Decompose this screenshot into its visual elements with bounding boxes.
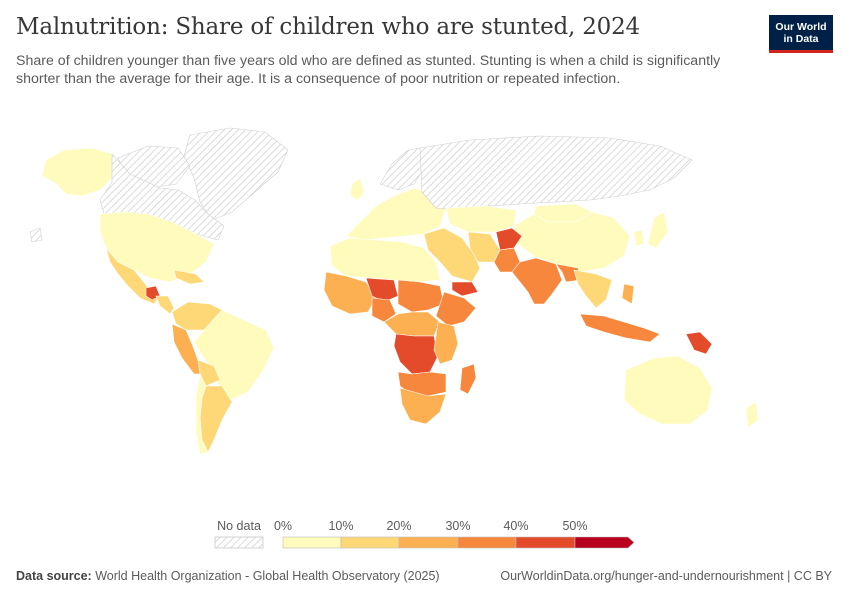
region-chile[interactable]: [195, 373, 209, 455]
region-indonesia[interactable]: [579, 313, 661, 343]
region-middle-east[interactable]: [423, 227, 481, 283]
region-india[interactable]: [511, 257, 563, 305]
data-source-label: Data source:: [16, 569, 92, 583]
region-caribbean[interactable]: [173, 269, 205, 285]
region-niger[interactable]: [365, 277, 399, 303]
region-east-africa[interactable]: [433, 321, 459, 365]
owid-logo[interactable]: Our World in Data: [769, 15, 833, 53]
region-new-zealand[interactable]: [745, 401, 759, 429]
region-japan[interactable]: [647, 211, 669, 249]
region-canada[interactable]: [99, 153, 225, 241]
region-sudan-chad[interactable]: [397, 279, 445, 313]
data-source-text[interactable]: World Health Organization - Global Healt…: [95, 569, 440, 583]
legend-bin-10-20[interactable]: [340, 536, 400, 549]
legend-tick-5: 50%: [562, 519, 587, 533]
logo-line-1: Our World: [775, 21, 827, 33]
region-west-africa[interactable]: [323, 271, 377, 315]
chart-subtitle: Share of children younger than five year…: [16, 53, 721, 87]
legend-bin-50-plus[interactable]: [574, 536, 635, 549]
region-alaska[interactable]: [41, 147, 115, 197]
data-source: Data source: World Health Organization -…: [16, 569, 440, 583]
region-kazakhstan[interactable]: [445, 205, 517, 233]
legend-bin-0-10[interactable]: [282, 536, 342, 549]
region-antarctic-islands[interactable]: [29, 227, 43, 243]
region-philippines[interactable]: [621, 283, 635, 305]
legend-tick-3: 30%: [445, 519, 470, 533]
region-uk[interactable]: [349, 177, 365, 201]
region-papua-new-guinea[interactable]: [685, 331, 713, 355]
logo-line-2: in Data: [783, 33, 819, 45]
legend-no-data-swatch[interactable]: [214, 536, 264, 549]
region-nepal-bangladesh[interactable]: [555, 263, 581, 283]
legend-bin-20-30[interactable]: [398, 536, 459, 549]
region-brazil[interactable]: [193, 309, 275, 401]
world-map[interactable]: [0, 115, 850, 515]
region-australia[interactable]: [623, 355, 713, 425]
url-license[interactable]: OurWorldinData.org/hunger-and-undernouri…: [500, 569, 832, 583]
chart-title: Malnutrition: Share of children who are …: [16, 14, 640, 40]
region-korea[interactable]: [633, 229, 645, 247]
region-madagascar[interactable]: [459, 363, 477, 395]
region-bolivia[interactable]: [197, 359, 221, 387]
legend-tick-4: 40%: [503, 519, 528, 533]
region-southern-africa[interactable]: [399, 387, 447, 425]
legend-tick-2: 20%: [386, 519, 411, 533]
region-yemen[interactable]: [451, 281, 479, 297]
legend-no-data-label: No data: [217, 519, 261, 533]
legend-bin-40-50[interactable]: [515, 536, 576, 549]
legend-tick-0: 0%: [274, 519, 292, 533]
region-afghanistan[interactable]: [495, 227, 523, 251]
region-central-america[interactable]: [155, 295, 175, 315]
legend-tick-1: 10%: [328, 519, 353, 533]
legend-bin-30-40[interactable]: [457, 536, 517, 549]
region-southeast-asia[interactable]: [573, 269, 613, 309]
region-china[interactable]: [513, 211, 631, 273]
region-ethiopia-horn[interactable]: [435, 291, 477, 327]
region-greenland[interactable]: [183, 127, 289, 221]
region-nigeria[interactable]: [371, 297, 397, 323]
